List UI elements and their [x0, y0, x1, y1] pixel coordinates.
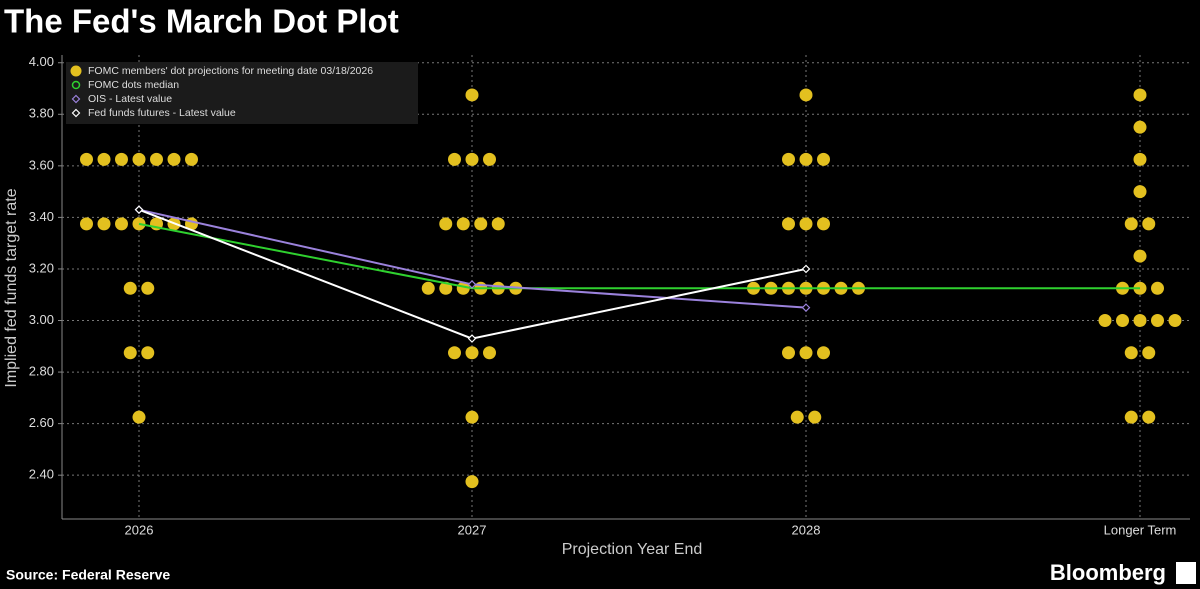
x-tick-label: 2028: [792, 522, 821, 537]
dot: [491, 217, 505, 231]
legend-label: OIS - Latest value: [88, 93, 172, 105]
dot: [817, 152, 830, 166]
dot: [141, 281, 155, 295]
legend-label: FOMC members' dot projections for meetin…: [88, 65, 373, 77]
dot: [465, 152, 479, 166]
dot: [97, 152, 111, 166]
dot: [1124, 410, 1138, 424]
x-tick-label: Longer Term: [1104, 522, 1177, 537]
dot: [150, 152, 163, 166]
series-marker: [801, 264, 811, 274]
dot: [1133, 185, 1147, 199]
dot: [1124, 346, 1138, 360]
chart-title: The Fed's March Dot Plot: [4, 3, 399, 40]
dot: [439, 217, 453, 231]
dot: [132, 152, 146, 166]
y-tick-label: 3.40: [29, 209, 54, 224]
y-tick-label: 3.00: [29, 312, 54, 327]
dot: [80, 217, 93, 231]
dot: [1133, 120, 1147, 134]
x-axis-label: Projection Year End: [562, 541, 703, 558]
dot: [1133, 314, 1147, 328]
dot: [799, 346, 813, 360]
series-line: [138, 222, 1140, 290]
dot: [185, 152, 198, 166]
dot: [448, 346, 461, 360]
dot: [1116, 314, 1129, 328]
dot: [115, 217, 128, 231]
dot: [817, 217, 830, 231]
dot: [132, 410, 146, 424]
y-axis-label: Implied fed funds target rate: [3, 188, 20, 387]
dot: [782, 152, 795, 166]
dot: [799, 217, 813, 231]
legend-label: FOMC dots median: [88, 79, 179, 91]
dot: [439, 281, 453, 295]
dot: [799, 152, 813, 166]
legend-marker: [71, 94, 81, 104]
dot: [123, 346, 137, 360]
x-tick-label: 2027: [458, 522, 487, 537]
y-tick-label: 4.00: [29, 54, 54, 69]
legend-label: Fed funds futures - Latest value: [88, 107, 236, 119]
dot: [448, 152, 461, 166]
y-tick-label: 3.20: [29, 260, 54, 275]
dot: [141, 346, 155, 360]
dot: [1151, 314, 1164, 328]
series-marker: [467, 280, 477, 289]
legend-marker: [70, 65, 82, 77]
dot: [1151, 281, 1164, 295]
y-tick-label: 2.40: [29, 467, 54, 482]
dot: [782, 346, 795, 360]
dot: [799, 88, 813, 102]
legend-marker: [71, 108, 81, 118]
dot: [782, 217, 795, 231]
y-tick-label: 2.80: [29, 364, 54, 379]
dot: [97, 217, 111, 231]
dot: [1168, 314, 1182, 328]
dot: [474, 217, 488, 231]
dot: [123, 281, 137, 295]
dot: [80, 152, 93, 166]
dot: [808, 410, 822, 424]
dot: [465, 88, 479, 102]
legend-marker: [71, 80, 81, 90]
series-marker: [134, 205, 144, 215]
x-tick-label: 2026: [125, 522, 154, 537]
dot: [465, 410, 479, 424]
dot: [456, 217, 470, 231]
brand: Bloomberg: [1050, 560, 1166, 585]
dot: [1142, 217, 1156, 231]
brand-icon: [1176, 562, 1196, 584]
y-tick-label: 3.80: [29, 106, 54, 121]
dot: [483, 346, 496, 360]
legend-box: [66, 62, 418, 124]
dot: [1142, 410, 1156, 424]
dot: [483, 152, 496, 166]
y-tick-label: 3.60: [29, 157, 54, 172]
dot: [1133, 88, 1147, 102]
dot: [1098, 314, 1112, 328]
dot: [790, 410, 804, 424]
dot: [465, 475, 479, 489]
series-marker: [801, 303, 811, 312]
source: Source: Federal Reserve: [6, 567, 170, 583]
dot: [1142, 346, 1156, 360]
series-marker: [467, 334, 477, 343]
dot: [1124, 217, 1138, 231]
y-tick-label: 2.60: [29, 415, 54, 430]
dot: [167, 152, 181, 166]
dot: [1133, 249, 1147, 263]
dot: [465, 346, 479, 360]
dot: [1133, 152, 1147, 166]
dot: [421, 281, 435, 295]
dot: [115, 152, 128, 166]
dot: [817, 346, 830, 360]
